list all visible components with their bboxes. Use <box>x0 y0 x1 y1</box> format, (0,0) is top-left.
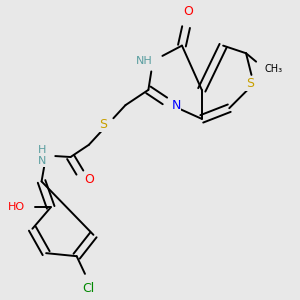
Text: O: O <box>183 5 193 18</box>
Text: CH₃: CH₃ <box>264 64 283 74</box>
Text: HO: HO <box>8 202 25 212</box>
Text: Cl: Cl <box>83 282 95 295</box>
Text: NH: NH <box>136 56 153 66</box>
Text: O: O <box>84 173 94 186</box>
Text: S: S <box>99 118 107 131</box>
Text: S: S <box>246 77 254 90</box>
Text: N: N <box>171 99 181 112</box>
Text: H
N: H N <box>38 145 46 166</box>
